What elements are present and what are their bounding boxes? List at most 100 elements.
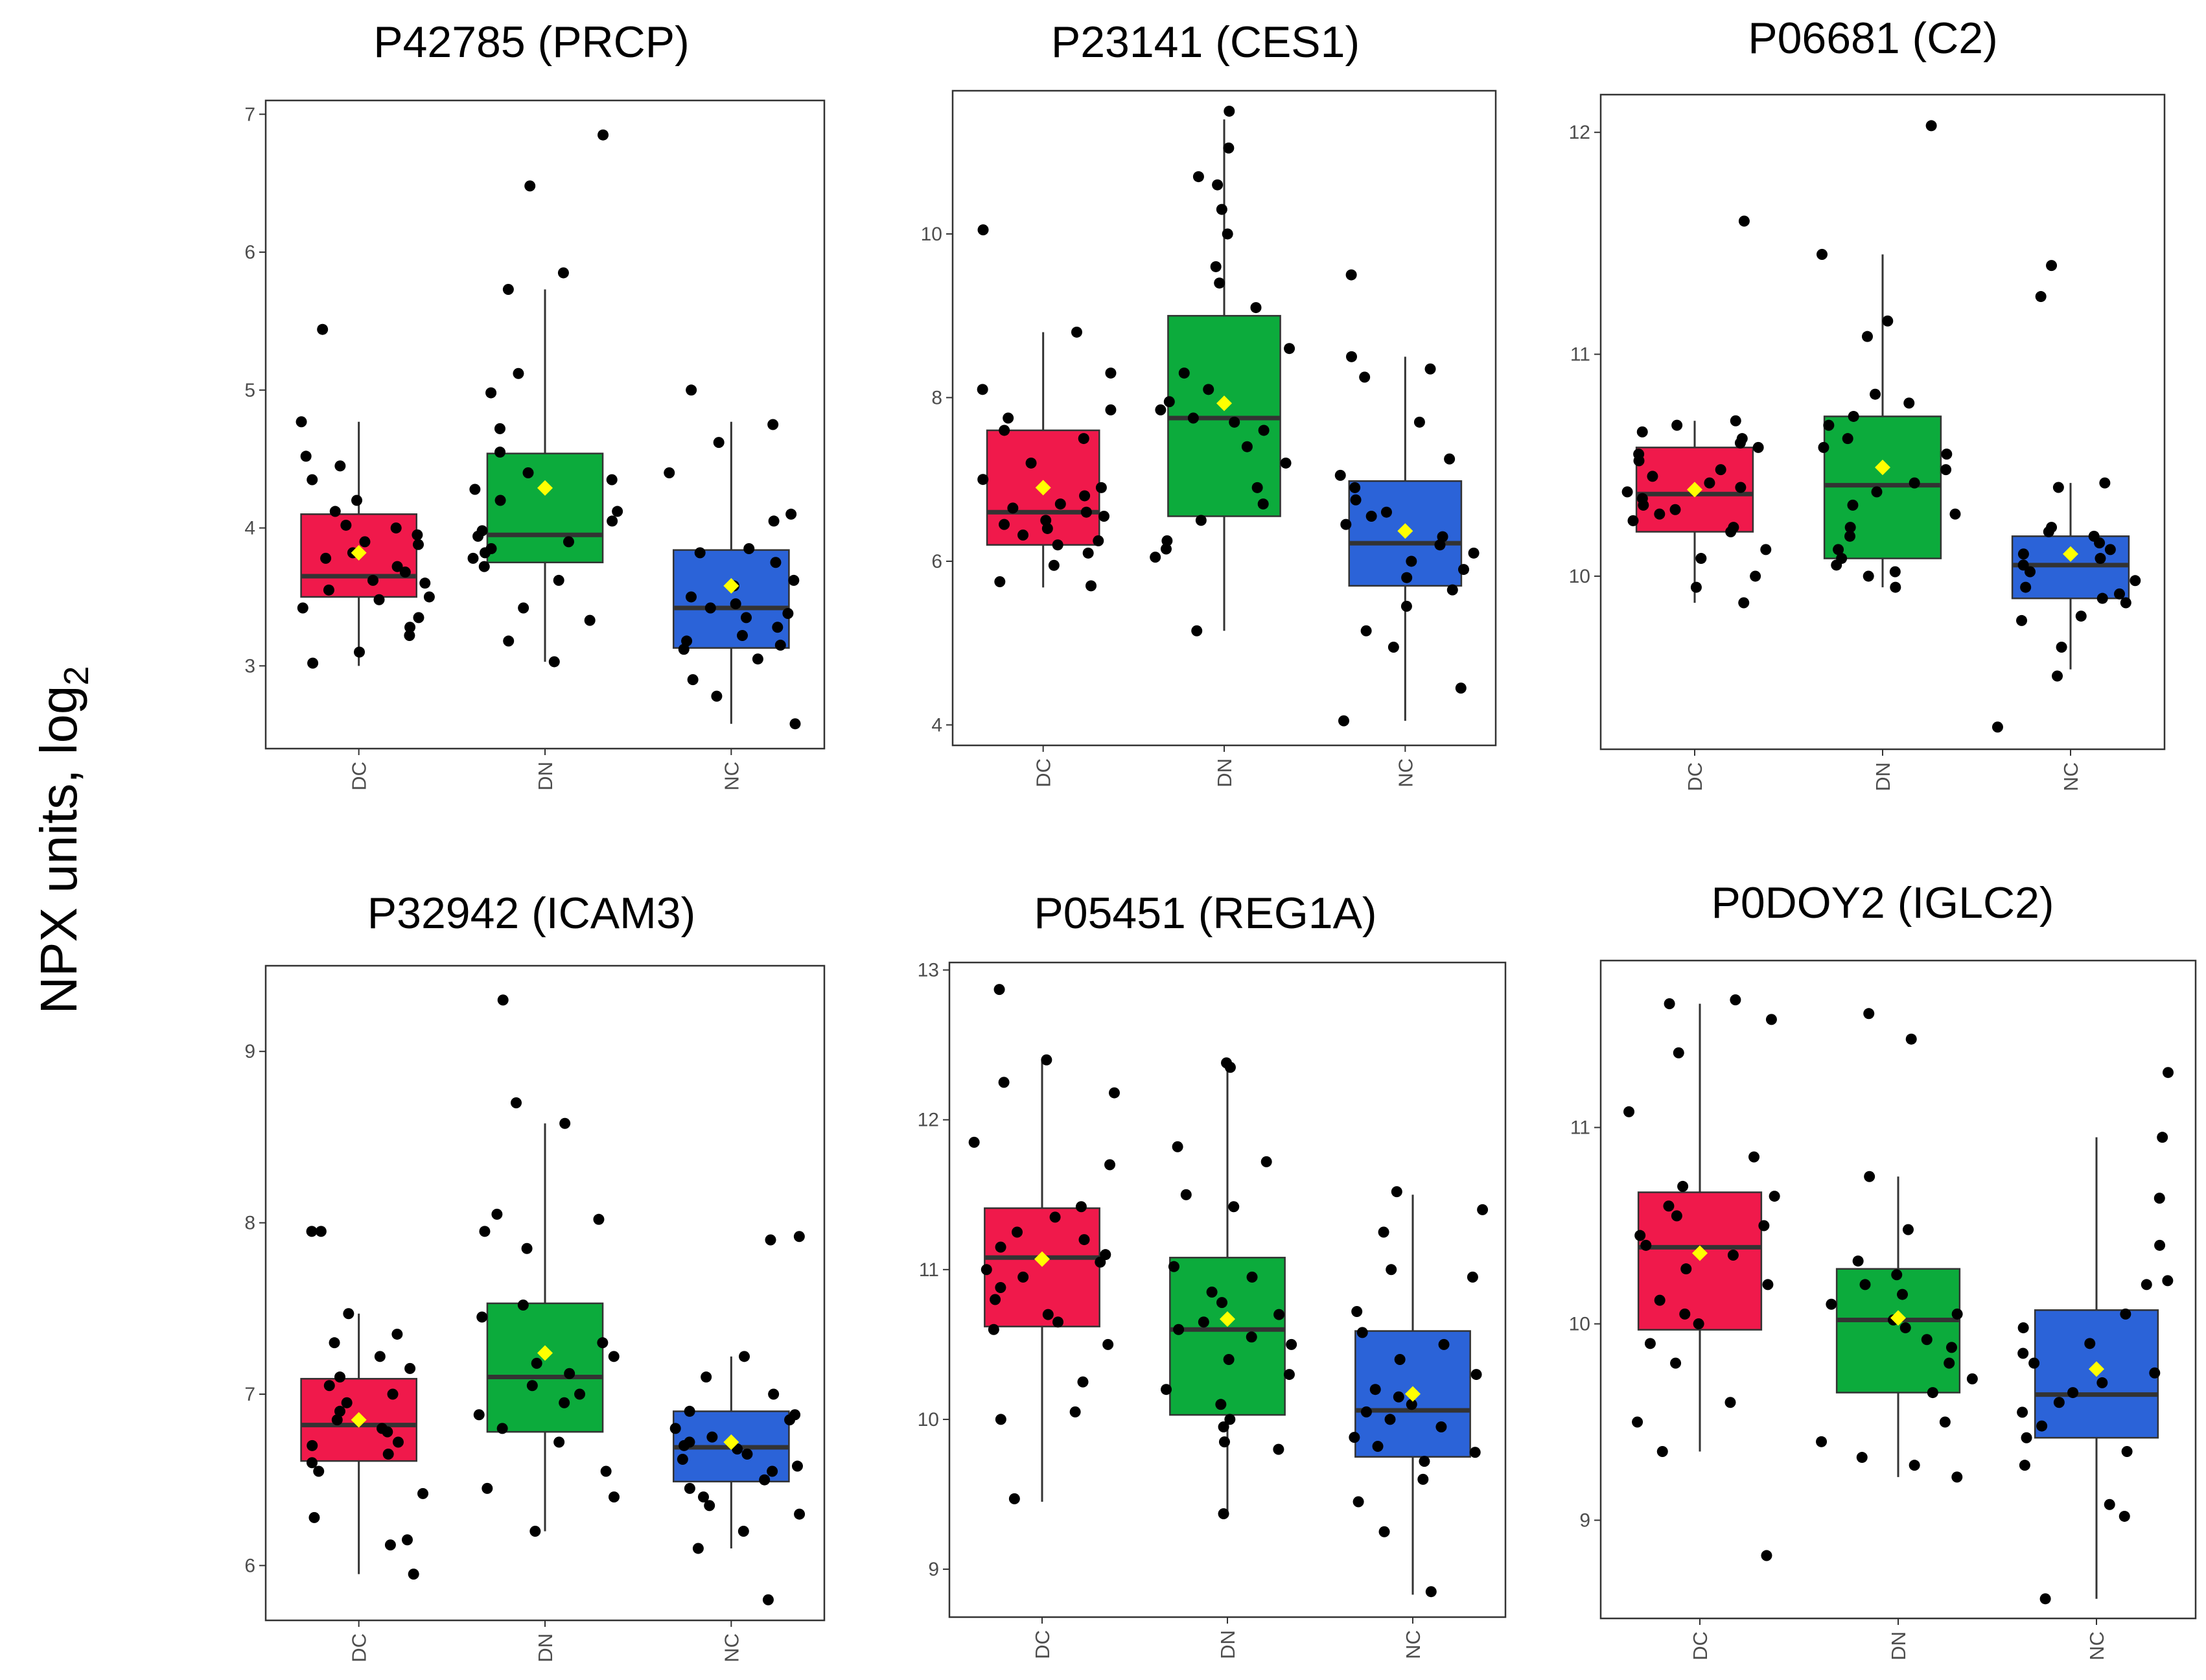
y-tick-label: 11 — [919, 1259, 939, 1281]
data-point — [1470, 1369, 1482, 1381]
data-point — [1163, 396, 1175, 408]
data-point — [1192, 171, 1204, 183]
panel-2: P23141 (CES1) 4 6 8 10 DC DN NC — [921, 18, 1497, 788]
data-point — [999, 425, 1010, 436]
data-point — [518, 602, 529, 614]
mean-marker — [537, 480, 553, 496]
data-point — [521, 1242, 533, 1254]
box-DC — [300, 1226, 429, 1580]
x-category-label: NC — [1394, 758, 1417, 788]
data-point — [1435, 1421, 1447, 1432]
data-point — [526, 1380, 538, 1392]
mean-marker — [1216, 395, 1232, 412]
data-point — [1690, 581, 1702, 593]
data-point — [387, 1388, 399, 1400]
data-point — [1214, 277, 1225, 289]
data-point — [399, 566, 411, 578]
data-point — [1025, 457, 1037, 469]
data-point — [1623, 1106, 1635, 1117]
data-point — [391, 561, 403, 572]
y-tick-label: 10 — [918, 1409, 939, 1430]
data-point — [531, 1357, 542, 1369]
data-point — [1387, 642, 1399, 653]
data-point — [1346, 351, 1358, 362]
y-tick-label: 10 — [921, 224, 942, 245]
data-point — [704, 602, 716, 614]
data-point — [564, 1368, 575, 1379]
data-point — [2095, 553, 2106, 565]
data-point — [1105, 404, 1117, 415]
data-point — [977, 224, 989, 236]
data-point — [774, 639, 786, 651]
data-point — [329, 1337, 340, 1349]
data-point — [995, 1241, 1006, 1253]
data-point — [494, 447, 506, 458]
box-DN — [473, 994, 620, 1537]
data-point — [1198, 1316, 1209, 1328]
mean-marker — [1397, 523, 1413, 539]
data-point — [404, 622, 416, 633]
data-point — [1847, 499, 1859, 511]
data-point — [517, 1300, 529, 1311]
data-point — [681, 635, 693, 647]
data-point — [1359, 371, 1371, 383]
data-point — [2120, 597, 2131, 609]
data-point — [2021, 1432, 2032, 1443]
data-point — [1360, 1406, 1372, 1418]
data-point — [524, 180, 536, 192]
mean-marker — [1692, 1245, 1708, 1261]
data-point — [419, 578, 431, 589]
data-point — [1218, 1421, 1229, 1432]
data-point — [1250, 302, 1262, 314]
data-point — [559, 1397, 570, 1408]
data-point — [417, 1488, 429, 1499]
data-point — [529, 1526, 541, 1537]
data-point — [1730, 415, 1741, 426]
data-point — [1704, 477, 1715, 489]
box-NC — [664, 384, 801, 730]
data-point — [1844, 530, 1856, 542]
mean-marker — [1035, 480, 1051, 496]
data-point — [684, 1482, 695, 1494]
data-point — [2053, 1397, 2065, 1408]
data-point — [1180, 1189, 1192, 1200]
data-point — [1467, 1271, 1478, 1283]
data-point — [1664, 998, 1675, 1010]
data-point — [1680, 1263, 1692, 1275]
data-point — [1386, 1264, 1397, 1276]
data-point — [2104, 544, 2116, 555]
data-point — [684, 1436, 695, 1448]
data-point — [1673, 1047, 1684, 1058]
data-point — [1640, 1239, 1652, 1251]
data-point — [334, 1405, 345, 1417]
data-point — [1052, 1316, 1064, 1328]
box-NC — [1349, 1186, 1489, 1598]
data-point — [1168, 1261, 1179, 1272]
data-point — [741, 1449, 753, 1460]
data-point — [1246, 1271, 1258, 1283]
data-point — [1160, 543, 1172, 555]
data-point — [1940, 464, 1952, 476]
y-tick-label: 5 — [244, 380, 255, 401]
data-point — [1003, 412, 1014, 424]
data-point — [1007, 502, 1019, 514]
data-point — [1927, 1387, 1938, 1399]
data-point — [485, 542, 497, 554]
data-point — [1446, 584, 1458, 596]
data-point — [1093, 535, 1104, 546]
data-point — [1921, 1334, 1933, 1346]
data-point — [334, 1371, 345, 1383]
data-point — [2096, 1377, 2108, 1388]
data-point — [2052, 482, 2064, 493]
data-point — [1069, 1406, 1081, 1418]
data-point — [1848, 410, 1859, 422]
data-point — [2017, 548, 2029, 560]
data-point — [789, 1409, 801, 1421]
data-point — [1644, 1338, 1656, 1349]
data-point — [1008, 1493, 1020, 1504]
data-point — [557, 267, 569, 279]
data-point — [382, 1449, 394, 1460]
data-point — [1273, 1309, 1285, 1320]
data-point — [359, 536, 371, 548]
iqr-box — [984, 1207, 1100, 1327]
